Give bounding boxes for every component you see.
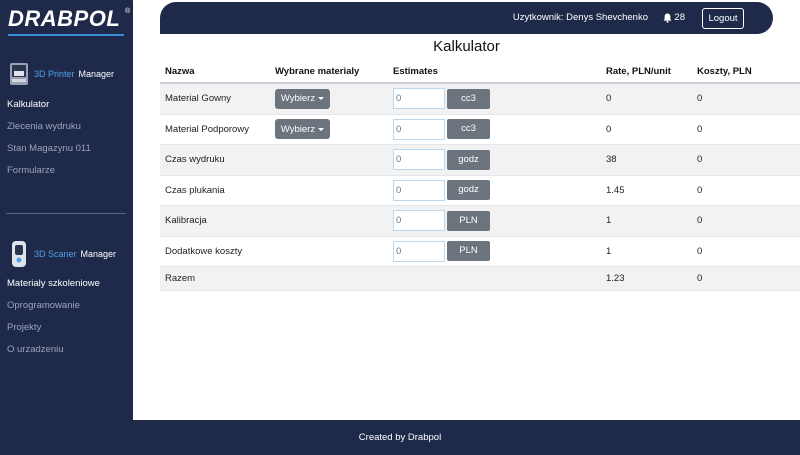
sidebar-divider [6,213,126,214]
table-row: Czas plukania godz 1.45 0 [160,176,800,206]
row-cost: 0 [697,245,703,257]
row-estimate: godz [393,149,606,171]
notification-count: 28 [674,12,685,23]
row-cost: 0 [697,154,703,166]
row-estimate: cc3 [393,88,606,110]
table-row: Material Podporowy Wybierz cc3 0 0 [160,115,800,145]
row-material: Wybierz [275,119,393,140]
header-nazwa: Nazwa [165,66,195,77]
select-label: Wybierz [280,123,316,135]
row-name: Kalibracja [165,215,207,227]
table-row: Czas wydruku godz 38 0 [160,145,800,176]
total-label: Razem [165,273,196,284]
bell-icon [663,13,672,23]
material-select-button[interactable]: Wybierz [275,88,330,109]
printer-manager-heading: 3D Printer Manager [8,62,114,86]
page-footer: Created by Drabpol [0,420,800,455]
caret-down-icon [318,97,325,101]
footer-text: Created by Drabpol [358,432,442,443]
sidebar-item-materialy-szkoleniowe[interactable]: Materialy szkoleniowe [7,278,100,289]
sidebar-item-stan-magazynu[interactable]: Stan Magazynu 011 [7,143,91,154]
printer-manager-suffix: Manager [78,69,115,79]
total-rate: 1.23 [606,273,625,284]
table-row: Material Gowny Wybierz cc3 0 0 [160,84,800,115]
sidebar-item-kalkulator[interactable]: Kalkulator [7,99,50,110]
header-rate: Rate, PLN/unit [606,66,671,77]
row-rate: 0 [606,123,612,135]
sidebar: DRABPOL ® 3D Printer Manager Kalkulator … [0,0,133,420]
total-cost: 0 [697,273,703,284]
row-cost: 0 [697,123,703,135]
printer-nav: Kalkulator Zlecenia wydruku Stan Magazyn… [0,94,133,182]
row-estimate: PLN [393,210,606,232]
brand-logo[interactable]: DRABPOL ® [8,6,130,36]
row-name: Czas plukania [165,184,225,196]
sidebar-item-projekty[interactable]: Projekty [7,322,42,333]
material-select-button[interactable]: Wybierz [275,119,330,140]
row-estimate: godz [393,179,606,201]
sidebar-item-formularze[interactable]: Formularze [7,165,56,176]
calculator-table: Nazwa Wybrane materialy Estimates Rate, … [160,62,800,291]
logo-text: DRABPOL [8,6,121,31]
header-koszty: Koszty, PLN [697,66,752,77]
table-header: Nazwa Wybrane materialy Estimates Rate, … [160,62,800,84]
logo-underline [8,34,124,36]
unit-button[interactable]: cc3 [447,88,490,109]
unit-button[interactable]: cc3 [447,119,490,140]
row-cost: 0 [697,93,703,105]
row-name: Dodatkowe koszty [165,245,243,257]
row-name: Material Podporowy [165,123,249,135]
table-total-row: Razem 1.23 0 [160,267,800,291]
table-row: Kalibracja PLN 1 0 [160,206,800,237]
scanner-manager-accent: 3D Scaner [34,249,77,259]
3d-printer-icon [10,63,28,85]
notifications[interactable]: 28 [663,2,685,34]
top-bar: Uzytkownik: Denys Shevchenko 28 Logout [160,2,773,34]
row-name: Material Gowny [165,93,231,105]
estimate-input[interactable] [393,240,445,262]
row-rate: 1 [606,215,612,227]
unit-button[interactable]: godz [447,149,490,170]
sidebar-item-oprogramowanie[interactable]: Oprogramowanie [7,300,80,311]
row-cost: 0 [697,184,703,196]
logout-button[interactable]: Logout [702,8,744,29]
sidebar-item-zlecenia-wydruku[interactable]: Zlecenia wydruku [7,121,81,132]
scanner-nav: Materialy szkoleniowe Oprogramowanie Pro… [0,273,133,361]
page-title: Kalkulator [433,38,500,55]
unit-button[interactable]: PLN [447,241,490,262]
current-user: Uzytkownik: Denys Shevchenko [512,12,648,23]
caret-down-icon [318,127,325,131]
row-estimate: cc3 [393,118,606,140]
row-cost: 0 [697,215,703,227]
scanner-manager-heading: 3D Scaner Manager [8,240,116,268]
estimate-input[interactable] [393,179,445,201]
row-rate: 0 [606,93,612,105]
row-rate: 1 [606,245,612,257]
estimate-input[interactable] [393,88,445,110]
registered-mark: ® [125,8,131,15]
table-row: Dodatkowe koszty PLN 1 0 [160,237,800,267]
estimate-input[interactable] [393,210,445,232]
header-wybrane-materialy: Wybrane materialy [275,66,360,77]
estimate-input[interactable] [393,118,445,140]
row-estimate: PLN [393,240,606,262]
header-estimates: Estimates [393,66,438,77]
estimate-input[interactable] [393,149,445,171]
scanner-manager-suffix: Manager [80,249,117,259]
sidebar-item-o-urzadzeniu[interactable]: O urzadzeniu [7,344,64,355]
unit-button[interactable]: PLN [447,210,490,231]
3d-scanner-icon [12,241,26,267]
select-label: Wybierz [280,93,316,105]
row-rate: 38 [606,154,617,166]
row-rate: 1.45 [606,184,625,196]
row-material: Wybierz [275,88,393,109]
printer-manager-accent: 3D Printer [34,69,75,79]
unit-button[interactable]: godz [447,180,490,201]
row-name: Czas wydruku [165,154,225,166]
